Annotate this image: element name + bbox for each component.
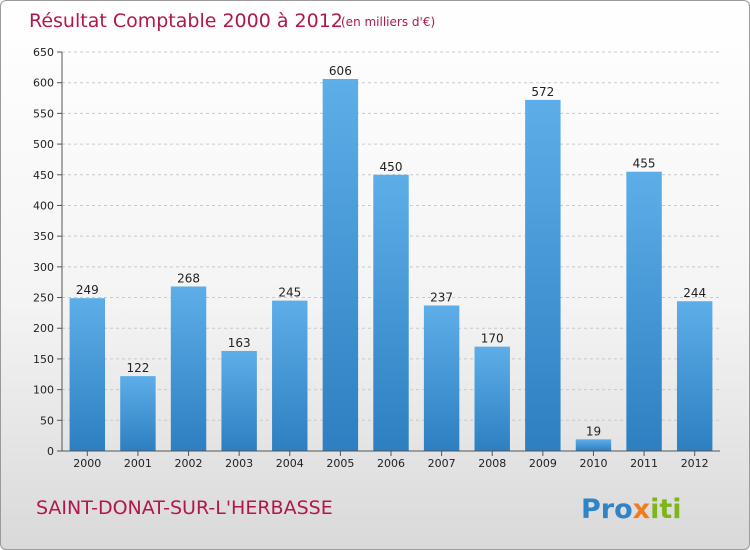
y-tick-label: 200 <box>33 322 54 335</box>
bars: 249 122 268 163 245 606 450 237 170 572 19 455 244 <box>69 64 713 452</box>
x-tick-label-2004: 2004 <box>276 457 304 470</box>
svg-text:Proxiti: Proxiti <box>581 494 682 525</box>
bar-2007 <box>423 305 460 451</box>
value-label-2005: 606 <box>329 64 352 78</box>
x-tick-label-2011: 2011 <box>630 457 658 470</box>
x-tick-label-2008: 2008 <box>478 457 506 470</box>
bar-2004 <box>272 300 308 451</box>
bar-2005 <box>322 79 359 452</box>
value-label-2004: 245 <box>278 286 301 300</box>
proxiti-logo: Proxiti <box>581 494 682 525</box>
y-tick-label: 50 <box>40 414 54 427</box>
value-label-2003: 163 <box>228 336 251 350</box>
y-tick-label: 500 <box>33 138 54 151</box>
x-tick-label-2001: 2001 <box>124 457 152 470</box>
value-label-2009: 572 <box>531 85 554 99</box>
town-name: SAINT-DONAT-SUR-L'HERBASSE <box>36 497 333 519</box>
axes: 0 50 100 150 200 250 300 350 400 450 500 550 600 650 2… <box>33 46 720 470</box>
value-label-2007: 237 <box>430 291 453 305</box>
x-tick-label-2000: 2000 <box>73 457 101 470</box>
y-tick-label: 350 <box>33 230 54 243</box>
x-tick-label-2009: 2009 <box>529 457 557 470</box>
bar-2009 <box>525 99 561 451</box>
y-tick-label: 250 <box>33 292 54 305</box>
bar-2000 <box>69 298 106 451</box>
bar-2012 <box>676 301 713 451</box>
y-tick-label: 550 <box>33 107 54 120</box>
x-tick-label-2007: 2007 <box>428 457 456 470</box>
bar-2010 <box>575 439 612 451</box>
y-tick-label: 400 <box>33 199 54 212</box>
y-tick-label: 450 <box>33 169 54 182</box>
chart-title: Résultat Comptable 2000 à 2012 <box>29 10 343 32</box>
y-tick-label: 100 <box>33 384 54 397</box>
x-tick-label-2006: 2006 <box>377 457 405 470</box>
bar-2003 <box>221 350 257 451</box>
bar-2001 <box>120 376 156 451</box>
y-tick-label: 0 <box>47 445 54 458</box>
y-tick-label: 300 <box>33 261 54 274</box>
x-tick-label-2012: 2012 <box>681 457 709 470</box>
value-label-2011: 455 <box>633 157 656 171</box>
value-label-2001: 122 <box>126 361 149 375</box>
x-tick-label-2003: 2003 <box>225 457 253 470</box>
bar-2006 <box>373 174 409 451</box>
bar-2008 <box>474 346 510 451</box>
x-tick-label-2005: 2005 <box>326 457 354 470</box>
chart-subtitle: (en milliers d'€) <box>341 15 435 29</box>
y-tick-label: 650 <box>33 46 54 59</box>
x-tick-label-2002: 2002 <box>175 457 203 470</box>
value-label-2000: 249 <box>76 283 99 297</box>
value-label-2010: 19 <box>586 424 601 438</box>
bar-2002 <box>170 286 207 451</box>
value-label-2008: 170 <box>481 332 504 346</box>
value-label-2002: 268 <box>177 271 200 285</box>
x-tick-label-2010: 2010 <box>579 457 607 470</box>
y-tick-label: 150 <box>33 353 54 366</box>
value-label-2006: 450 <box>380 160 403 174</box>
bar-2011 <box>626 171 662 451</box>
value-label-2012: 244 <box>683 286 706 300</box>
y-tick-label: 600 <box>33 77 54 90</box>
